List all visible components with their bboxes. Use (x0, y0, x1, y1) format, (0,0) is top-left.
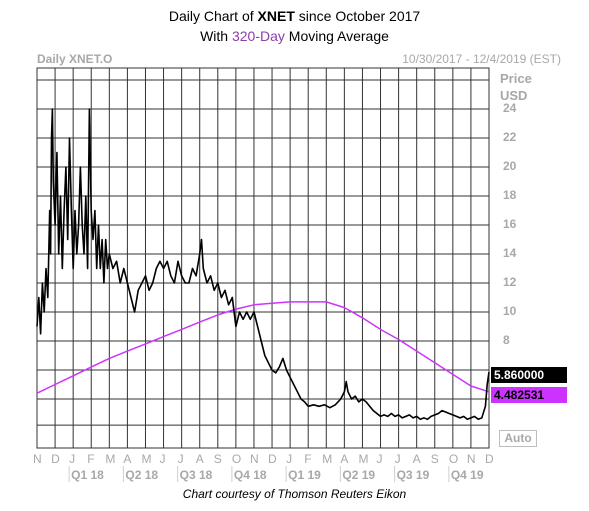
y-axis-title-price: Price (500, 71, 532, 86)
y-axis-title-usd: USD (500, 88, 528, 103)
x-tick-label: J (394, 452, 401, 466)
x-tick-label: D (51, 452, 60, 466)
instrument-label: Daily XNET.O (37, 52, 113, 66)
quarter-label: Q2 18 (125, 468, 159, 482)
x-tick-label: D (268, 452, 277, 466)
quarter-label: Q4 19 (450, 468, 484, 482)
x-tick-label: N (466, 452, 476, 466)
ticker-symbol: XNET (257, 8, 295, 24)
y-tick-label: 14 (503, 246, 517, 260)
quarter-label: Q3 19 (396, 468, 430, 482)
x-tick-label: D (485, 452, 494, 466)
x-tick-label: A (123, 452, 132, 466)
y-tick-label: 8 (503, 333, 510, 347)
x-tick-label: J (177, 452, 184, 466)
x-tick-label: M (105, 452, 116, 466)
x-tick-label: A (195, 452, 204, 466)
quarter-label: Q3 18 (179, 468, 213, 482)
quarter-label: Q1 19 (288, 468, 321, 482)
y-tick-label: 22 (503, 130, 517, 144)
y-tick-label: 12 (503, 275, 517, 289)
x-tick-label: N (33, 452, 42, 466)
moving-average-line (36, 301, 490, 394)
x-tick-label: N (249, 452, 259, 466)
x-tick-label: O (448, 452, 459, 466)
x-tick-label: F (304, 452, 312, 466)
chart-credit: Chart courtesy of Thomson Reuters Eikon (182, 487, 407, 501)
x-tick-label: J (159, 452, 166, 466)
chart-title-line2: With 320-Day Moving Average (200, 28, 389, 44)
x-tick-label: A (340, 452, 349, 466)
chart-title-line1: Daily Chart of XNET since October 2017 (168, 8, 421, 24)
x-tick-label: A (412, 452, 421, 466)
quarter-label: Q1 18 (71, 468, 104, 482)
auto-scale-button[interactable]: Auto (499, 430, 537, 447)
moving-average-period: 320-Day (231, 28, 285, 44)
x-tick-label: J (69, 452, 76, 466)
y-tick-label: 18 (503, 188, 517, 202)
last-price-tag: 5.860000 (491, 367, 567, 383)
x-tick-label: F (87, 452, 95, 466)
y-tick-label: 16 (503, 217, 517, 231)
x-tick-label: S (213, 452, 222, 466)
date-range-label: 10/30/2017 - 12/4/2019 (EST) (402, 52, 561, 66)
x-tick-label: M (322, 452, 333, 466)
x-tick-label: M (358, 452, 369, 466)
y-tick-label: 10 (503, 304, 517, 318)
x-tick-label: J (376, 452, 383, 466)
x-tick-label: S (430, 452, 439, 466)
y-tick-label: 24 (503, 101, 517, 115)
quarter-label: Q4 18 (233, 468, 267, 482)
x-tick-label: M (141, 452, 152, 466)
x-tick-label: J (286, 452, 293, 466)
price-line (36, 108, 490, 421)
quarter-label: Q2 19 (342, 468, 376, 482)
y-tick-label: 20 (503, 159, 517, 173)
last-moving-average-tag: 4.482531 (491, 387, 567, 403)
x-tick-label: O (231, 452, 242, 466)
